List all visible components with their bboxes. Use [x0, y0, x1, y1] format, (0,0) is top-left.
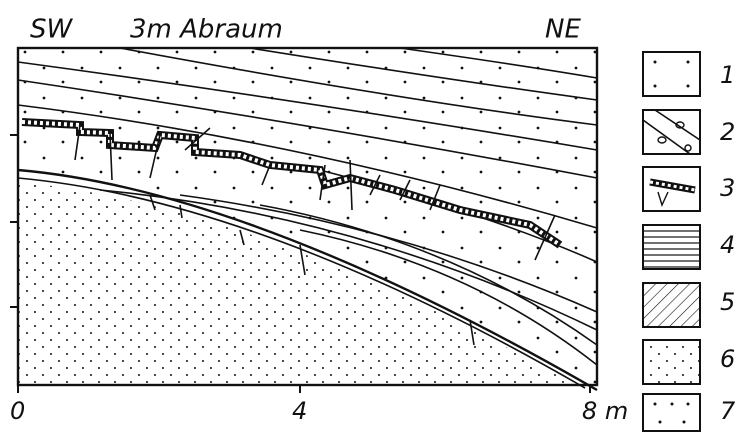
label-overburden: 3m Abraum: [130, 15, 283, 45]
lower-sand: [18, 182, 575, 385]
bedding: [17, 104, 598, 229]
fault: [149, 194, 475, 346]
label-ne: NE: [545, 15, 581, 45]
lamination: [299, 229, 598, 366]
seam-fill: [21, 120, 562, 247]
legend-label: 3: [720, 174, 735, 202]
bedding: [17, 61, 598, 151]
legend-label: 7: [720, 397, 736, 425]
legend: [642, 51, 701, 432]
boundary: [17, 168, 598, 392]
bedding: [249, 47, 598, 101]
tick-marks: [10, 134, 591, 393]
frame: [16, 46, 599, 387]
x-tick-label: 8 m: [582, 397, 628, 425]
lamination: [179, 194, 598, 313]
x-tick-label: 0: [10, 397, 25, 425]
legend-label: 5: [720, 288, 735, 316]
legend-label: 4: [720, 231, 735, 259]
x-tick-label: 4: [292, 397, 307, 425]
label-sw: SW: [30, 15, 74, 45]
lamination: [99, 189, 598, 331]
lamination: [17, 177, 586, 389]
legend-swatch: [642, 282, 701, 328]
section: [10, 46, 599, 393]
legend-label: 2: [720, 118, 735, 146]
legend-swatch: [642, 393, 701, 432]
legend-swatch: [642, 339, 701, 385]
fault: [74, 124, 556, 261]
legend-swatch: [642, 51, 701, 97]
bedding: [17, 79, 598, 179]
legend-label: 6: [720, 345, 735, 373]
lamination: [259, 204, 598, 346]
bedding: [119, 47, 598, 126]
legend-label: 1: [720, 61, 735, 89]
legend-swatch: [642, 224, 701, 270]
bedding: [399, 47, 598, 79]
